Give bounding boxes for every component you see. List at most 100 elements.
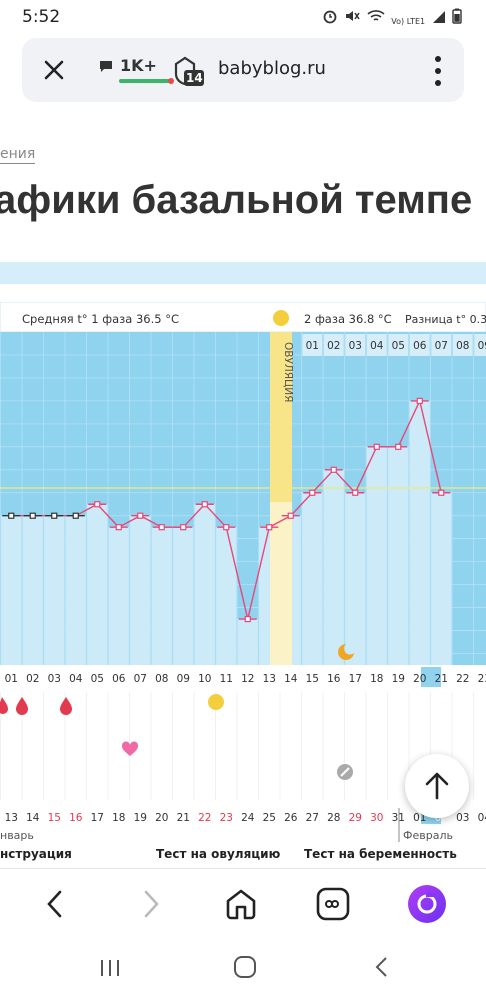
status-icons: Vo) LTE1 (322, 8, 462, 28)
temperature-point[interactable] (244, 615, 251, 623)
after-ov-day-label: 01 (306, 340, 319, 352)
home-nav-icon[interactable] (232, 954, 258, 980)
temperature-point[interactable] (29, 512, 36, 519)
temperature-point[interactable] (438, 489, 445, 496)
temperature-bar (366, 446, 387, 665)
alice-assistant-button[interactable] (408, 885, 446, 923)
temperature-point[interactable] (416, 397, 423, 404)
after-ov-day-cell (452, 334, 473, 356)
temperature-point[interactable] (158, 524, 165, 531)
forward-icon[interactable] (134, 887, 166, 921)
date-label: 04 (478, 812, 486, 824)
date-label: 23 (220, 812, 233, 824)
back-nav-icon[interactable] (370, 954, 394, 980)
alarm-icon (323, 10, 337, 24)
cycle-day-label: 08 (155, 673, 168, 685)
cycle-day-label: 11 (220, 673, 233, 685)
recent-apps-icon[interactable] (98, 956, 122, 980)
cycle-day-label: 23 (478, 673, 486, 685)
date-label: 15 (48, 812, 61, 824)
temperature-point[interactable] (180, 524, 187, 531)
ovulation-sun-icon (273, 310, 289, 326)
dates-axis: 13 14 15 16 17 18 19 20 21 22 23 24 25 26 27 28 29 30 31 01… (5, 812, 486, 824)
moon-icon (338, 644, 354, 660)
cycle-day-label: 15 (306, 673, 319, 685)
temperature-point[interactable] (330, 466, 337, 473)
after-ov-day-cell (431, 334, 452, 356)
scroll-top-button[interactable] (405, 754, 469, 818)
wifi-icon (367, 10, 385, 21)
date-label: 03 (456, 812, 469, 824)
back-icon[interactable] (40, 887, 72, 921)
cycle-day-label: 20 (413, 673, 426, 685)
temperature-bar (302, 492, 323, 665)
temperature-point[interactable] (266, 524, 273, 531)
temperature-point[interactable] (395, 443, 402, 450)
date-label: 17 (91, 812, 104, 824)
cycle-day-label: 18 (370, 673, 383, 685)
home-icon[interactable] (222, 885, 260, 923)
date-label: 30 (370, 812, 383, 824)
cycle-day-label: 17 (349, 673, 362, 685)
temperature-point[interactable] (309, 489, 316, 496)
arrow-up-icon (425, 772, 449, 800)
temperature-point[interactable] (115, 524, 122, 531)
url-domain[interactable]: babyblog.ru (218, 58, 326, 79)
cycle-day-label: 13 (263, 673, 276, 685)
alice-icon (417, 893, 437, 914)
date-label: 25 (263, 812, 276, 824)
more-menu-icon[interactable] (434, 54, 442, 88)
after-ov-day-label: 07 (435, 340, 448, 352)
browser-url-bar: 1K+ 14 babyblog.ru (22, 38, 464, 102)
bbt-chart: Средняя t° 1 фаза 36.5 °C 2 фаза 36.8 °C… (0, 302, 486, 843)
temperature-point[interactable] (373, 443, 380, 450)
tabs-button[interactable]: 14 (172, 54, 206, 88)
after-ov-day-cell (474, 334, 486, 356)
temperature-bar (409, 400, 430, 665)
temperature-point[interactable] (223, 524, 230, 531)
date-label: 31 (392, 812, 405, 824)
temperature-bar (237, 619, 258, 665)
network-label: Vo) LTE1 (391, 17, 426, 26)
temperature-point[interactable] (72, 512, 79, 519)
dates-row (0, 807, 486, 843)
ovulation-test-icon (208, 694, 224, 710)
date-label: 22 (198, 812, 211, 824)
cycle-day-label: 12 (241, 673, 254, 685)
date-label: 27 (306, 812, 319, 824)
temperature-point[interactable] (137, 512, 144, 519)
cycle-day-label: 16 (327, 673, 341, 685)
temperature-bar (388, 446, 409, 665)
temperature-point[interactable] (8, 512, 15, 519)
cycle-day-label: 06 (112, 673, 126, 685)
temperature-bar (87, 504, 108, 665)
temperature-bar (345, 492, 366, 665)
after-ov-day-label: 02 (327, 340, 340, 352)
chart-header-row (0, 302, 486, 333)
temperature-bar (130, 515, 151, 665)
temperature-point[interactable] (287, 512, 294, 519)
month-right: Февраль (403, 829, 453, 842)
cycle-day-label: 04 (69, 673, 83, 685)
breadcrumb[interactable]: ения (0, 146, 36, 164)
after-ov-day-cell (409, 334, 430, 356)
cycle-day-label: 05 (91, 673, 104, 685)
temperature-point[interactable] (352, 489, 359, 496)
cycle-day-label: 19 (392, 673, 405, 685)
heart-icon (121, 741, 139, 756)
tabs-count: 14 (186, 71, 203, 85)
blood-drop-icon (16, 697, 28, 715)
date-label: 14 (26, 812, 40, 824)
temperature-point[interactable] (51, 512, 58, 519)
close-icon[interactable] (38, 54, 70, 86)
after-ov-day-cell (302, 334, 323, 356)
battery-icon (452, 8, 462, 24)
tabs-switcher-icon[interactable] (314, 885, 352, 923)
temperature-bar (323, 469, 344, 665)
after-ov-day-cell (345, 334, 366, 356)
temperature-bar (151, 527, 172, 665)
temperature-point[interactable] (201, 501, 208, 508)
after-ov-day-cell (388, 334, 409, 356)
browser-toolbar (0, 868, 486, 941)
temperature-point[interactable] (94, 501, 101, 508)
